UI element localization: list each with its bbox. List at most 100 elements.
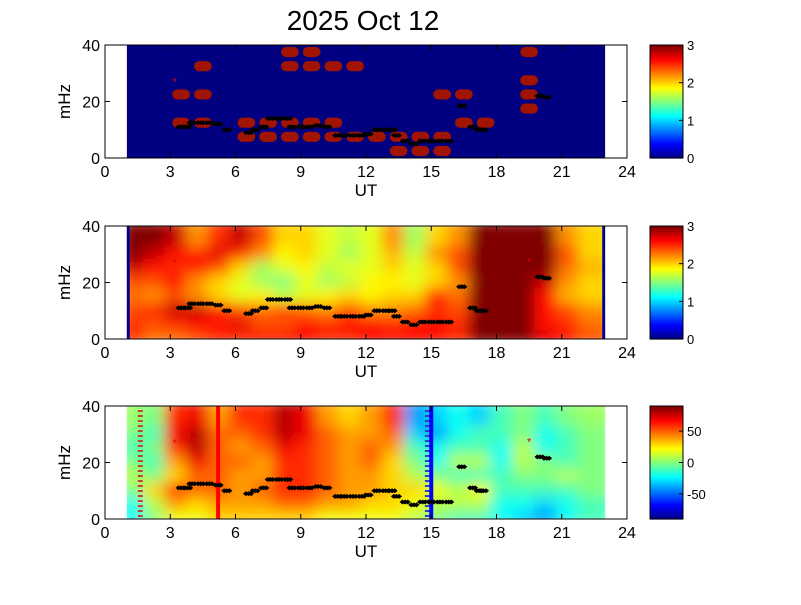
colorbar-segment xyxy=(650,226,683,229)
track-point xyxy=(217,121,224,127)
colorbar-segment xyxy=(650,444,683,448)
x-tick-label: 0 xyxy=(101,164,110,181)
track-point xyxy=(269,476,276,482)
red-mark: * xyxy=(172,77,177,89)
dash-marker xyxy=(137,440,143,442)
dash-marker xyxy=(137,490,143,492)
colorbar-segment xyxy=(650,289,683,292)
colorbar-segment xyxy=(650,508,683,511)
dash-marker xyxy=(137,505,143,507)
red-mark: * xyxy=(172,438,177,450)
heatmap-cell xyxy=(455,117,473,128)
colorbar-segment xyxy=(650,425,683,428)
track-point xyxy=(254,488,261,494)
track-point xyxy=(191,481,198,487)
dash-marker xyxy=(424,470,430,472)
colorbar-segment xyxy=(650,481,683,485)
colorbar-segment xyxy=(650,490,683,494)
colorbar-segment xyxy=(650,501,683,504)
colorbar-segment xyxy=(650,457,683,460)
red-mark: * xyxy=(172,258,177,270)
x-tick-label: 24 xyxy=(618,164,636,181)
vertical-marker xyxy=(429,406,434,519)
colorbar-segment xyxy=(650,460,683,464)
x-tick-label: 12 xyxy=(357,345,375,362)
heatmap-cell xyxy=(259,131,277,142)
colorbar-segment xyxy=(650,413,683,416)
track-point xyxy=(546,275,553,281)
heatmap xyxy=(126,45,606,158)
red-mark: * xyxy=(527,436,532,448)
heatmap-cell xyxy=(433,145,451,156)
colorbar-segment xyxy=(650,126,683,129)
dash-marker xyxy=(424,475,430,477)
dash-marker xyxy=(137,425,143,427)
colorbar-segment xyxy=(650,443,683,446)
track-point xyxy=(448,319,455,325)
colorbar-segment xyxy=(650,238,683,241)
colorbar-segment xyxy=(650,330,683,333)
heatmap-cell xyxy=(346,61,364,72)
colorbar-segment xyxy=(650,92,683,96)
colorbar-segment xyxy=(650,418,683,421)
colorbar-tick-label: 1 xyxy=(687,113,694,128)
colorbar-segment xyxy=(650,333,683,337)
colorbar-segment xyxy=(650,142,683,145)
colorbar-segment xyxy=(650,513,683,517)
colorbar-segment xyxy=(650,69,683,73)
track-point xyxy=(217,482,224,488)
colorbar-segment xyxy=(650,71,683,74)
x-tick-label: 15 xyxy=(422,345,440,362)
heatmap-cell xyxy=(455,89,473,100)
heatmap-cell xyxy=(577,226,606,247)
colorbar-tick-label: 3 xyxy=(687,38,694,53)
track-point xyxy=(326,124,333,130)
track-point xyxy=(376,308,383,314)
colorbar-segment xyxy=(650,55,683,58)
colorbar-segment xyxy=(650,293,683,296)
colorbar-segment xyxy=(650,156,683,159)
colorbar-segment xyxy=(650,241,683,245)
colorbar: -50 0 50 xyxy=(649,405,706,520)
track-point xyxy=(300,305,307,311)
track-point xyxy=(413,502,420,508)
colorbar-segment xyxy=(650,127,683,131)
x-tick-label: 3 xyxy=(166,525,175,542)
colorbar-box xyxy=(649,225,684,340)
dash-marker xyxy=(424,510,430,512)
track-point xyxy=(291,305,298,311)
colorbar-segment xyxy=(650,108,683,111)
dash-marker xyxy=(137,480,143,482)
colorbar-segment xyxy=(650,446,683,449)
track-point xyxy=(300,485,307,491)
colorbar-segment xyxy=(650,487,683,490)
track-point xyxy=(287,115,294,121)
track-point xyxy=(422,138,429,144)
heatmap-cell xyxy=(577,406,606,427)
dash-marker xyxy=(137,410,143,412)
x-tick-label: 12 xyxy=(357,525,375,542)
colorbar-tick-label: 2 xyxy=(687,257,694,272)
colorbar-segment xyxy=(650,317,683,321)
colorbar-segment xyxy=(650,64,683,67)
y-tick-label: 40 xyxy=(82,219,100,236)
colorbar-segment xyxy=(650,287,683,291)
colorbar-segment xyxy=(650,129,683,133)
colorbar-segment xyxy=(650,83,683,87)
colorbar-segment xyxy=(650,259,683,262)
colorbar-segment xyxy=(650,113,683,117)
track-point xyxy=(254,127,261,133)
colorbar-segment xyxy=(650,117,683,120)
dash-marker xyxy=(424,455,430,457)
colorbar-tick-label: 2 xyxy=(687,76,694,91)
colorbar-segment xyxy=(650,458,683,462)
colorbar-segment xyxy=(650,115,683,118)
colorbar-segment xyxy=(650,140,683,143)
colorbar-segment xyxy=(650,510,683,513)
track-point xyxy=(200,481,207,487)
colorbar-segment xyxy=(650,52,683,55)
colorbar-segment xyxy=(650,271,683,275)
dash-marker xyxy=(424,430,430,432)
y-tick-label: 0 xyxy=(91,512,100,529)
track-point xyxy=(461,103,468,109)
